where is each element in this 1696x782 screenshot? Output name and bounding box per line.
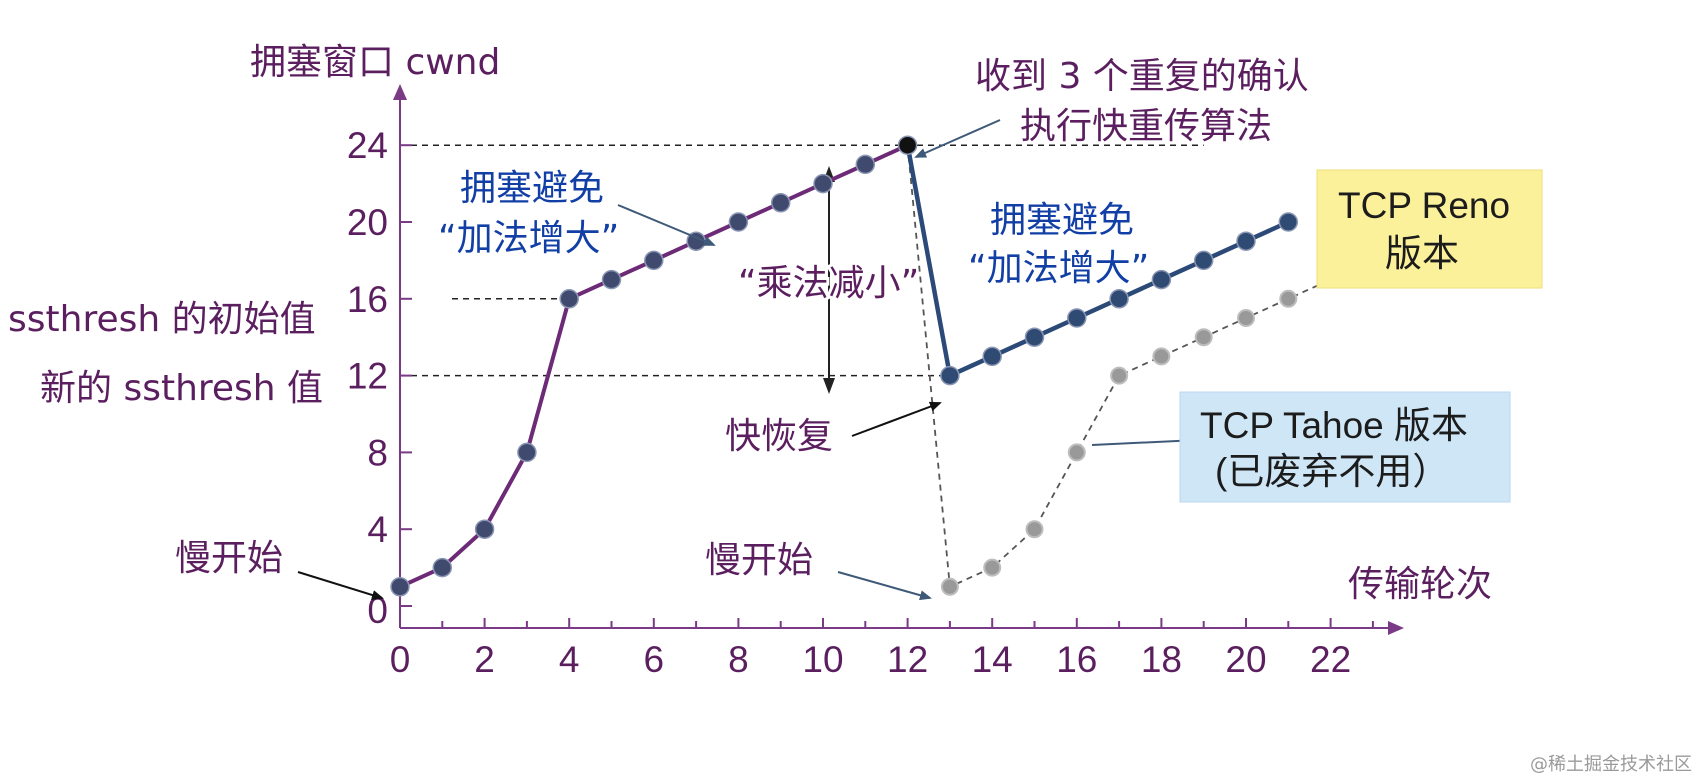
y-tick-label: 0 [367, 590, 388, 631]
reno-point [1278, 212, 1299, 232]
reno-line-phase1 [399, 143, 909, 589]
tahoe-point [1110, 366, 1129, 385]
reno-point [813, 173, 833, 194]
reno-point [1151, 269, 1172, 290]
tahoe-point [940, 577, 959, 596]
x-tick-label: 18 [1141, 639, 1182, 680]
reno-line-phase2 [905, 144, 1290, 379]
tahoe-line [906, 145, 1331, 589]
tahoe-point [1194, 328, 1213, 347]
watermark: @稀土掘金技术社区 [1530, 754, 1692, 775]
reno-point [1193, 250, 1214, 271]
reno-point [517, 442, 537, 463]
reno-label-line2: 版本 [1385, 233, 1459, 274]
x-tick-label: 20 [1225, 639, 1266, 680]
y-tick-label: 8 [367, 432, 388, 473]
ssthresh-initial-label: ssthresh 的初始值 [8, 299, 316, 340]
mult-decrease-label: “乘法减小” [738, 263, 919, 304]
y-axis-title: 拥塞窗口 cwnd [250, 42, 500, 83]
x-tick-label: 2 [474, 639, 495, 680]
reno-point [644, 250, 664, 271]
reno-peak-point [897, 135, 918, 155]
y-tick-label: 12 [347, 356, 388, 397]
reno-point [474, 519, 495, 539]
x-tick-label: 10 [802, 639, 843, 680]
x-tick-label: 16 [1056, 639, 1097, 680]
y-tick-label: 24 [347, 125, 388, 166]
tahoe-point [1237, 309, 1255, 327]
y-axis-arrow-icon [393, 84, 407, 100]
ca2-label-line2: “加法增大” [968, 248, 1149, 289]
tahoe-label-line2: (已废弃不用） [1215, 451, 1449, 492]
fast-recovery-label: 快恢复 [725, 416, 833, 457]
slow-start-1-arrow [297, 571, 384, 600]
reno-point [770, 193, 791, 213]
slow-start-2-label: 慢开始 [705, 540, 813, 581]
ca1-arrow [617, 204, 716, 246]
dup-ack-arrow [914, 119, 1001, 158]
reno-point [1109, 289, 1129, 309]
reno-point [1024, 327, 1045, 347]
x-tick-label: 14 [972, 639, 1013, 680]
reno-point [1236, 231, 1256, 251]
reno-point [559, 289, 579, 309]
tahoe-point [1067, 443, 1086, 462]
tahoe-point [1025, 520, 1044, 539]
tahoe-legend-box: TCP Tahoe 版本 (已废弃不用） [1179, 391, 1511, 503]
x-tick-label: 0 [390, 639, 411, 680]
dup-ack-label-line1: 收到 3 个重复的确认 [975, 56, 1309, 97]
reno-legend-box: TCP Reno 版本 [1316, 169, 1543, 289]
x-axis-title: 传输轮次 [1348, 564, 1492, 605]
reno-point [940, 365, 960, 386]
mult-arrow-down-icon [823, 378, 835, 394]
reno-point [390, 577, 410, 597]
x-tick-label: 12 [887, 639, 928, 680]
x-tick-label: 6 [644, 639, 665, 680]
ca1-label-line1: 拥塞避免 [460, 168, 604, 209]
tahoe-point [1152, 347, 1171, 366]
x-axis-arrow-icon [1388, 621, 1404, 635]
x-tick-label: 22 [1310, 639, 1351, 680]
dup-ack-label-line2: 执行快重传算法 [1020, 106, 1272, 147]
slow-start-2-arrow [837, 571, 932, 601]
reno-point [982, 346, 1002, 367]
tahoe-point [1279, 289, 1298, 308]
y-tick-label: 4 [367, 509, 388, 550]
x-tick-label: 8 [728, 639, 749, 680]
reno-label-line1: TCP Reno [1338, 185, 1510, 226]
fast-recovery-arrow [851, 401, 942, 437]
reno-point [728, 212, 749, 232]
y-tick-label: 20 [347, 202, 388, 243]
slow-start-1-label: 慢开始 [175, 538, 283, 579]
reno-point [1067, 308, 1087, 328]
ca1-label-line2: “加法增大” [438, 218, 619, 259]
tahoe-point [983, 558, 1002, 577]
tahoe-label-line1: TCP Tahoe 版本 [1200, 405, 1468, 446]
reno-point [855, 154, 876, 175]
reno-point [432, 557, 453, 578]
ca2-label-line1: 拥塞避免 [990, 200, 1134, 241]
y-tick-label: 16 [347, 279, 388, 320]
reno-point [601, 269, 622, 290]
x-tick-label: 4 [559, 639, 580, 680]
ssthresh-new-label: 新的 ssthresh 值 [40, 368, 323, 409]
